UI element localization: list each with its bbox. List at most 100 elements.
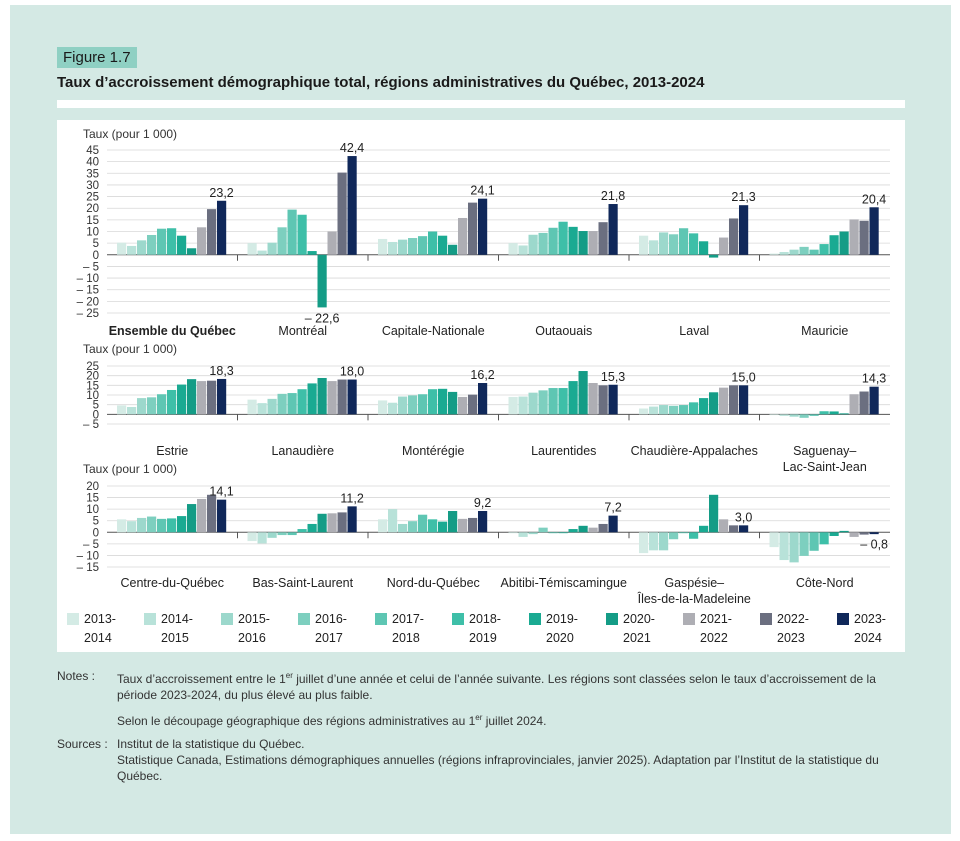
bar-2-6-4 (799, 414, 809, 418)
bar-1-2-7 (307, 251, 317, 255)
bar-1-1-9 (197, 227, 207, 255)
bar-2-6-1 (769, 414, 779, 416)
region-label: Nord-du-Québec (387, 576, 480, 590)
region-label: Capitale-Nationale (382, 324, 485, 338)
data-label-negative: – 22,6 (305, 311, 340, 325)
panel-1-tick-label: – 5 (83, 261, 99, 273)
legend-swatch-10 (760, 613, 772, 625)
bar-3-5-11 (739, 525, 749, 533)
region-label: Laval (679, 324, 709, 338)
region-label: Mauricie (801, 324, 848, 338)
legend-label: 2017 (315, 631, 343, 645)
note-1-sup: er (285, 671, 293, 680)
bar-2-1-7 (177, 384, 187, 415)
bar-3-4-1 (508, 532, 518, 534)
legend-label: 2023- (854, 612, 886, 626)
bar-2-5-5 (679, 405, 689, 415)
bar-3-3-7 (438, 521, 448, 533)
bar-3-1-5 (157, 518, 167, 533)
legend-label: 2016 (238, 631, 266, 645)
data-label: 3,0 (735, 510, 752, 524)
bar-2-1-4 (147, 397, 157, 415)
bar-1-1-11 (217, 200, 227, 255)
bar-3-5-10 (729, 525, 739, 533)
bar-1-3-2 (388, 241, 398, 255)
bar-1-1-4 (147, 234, 157, 255)
data-label: 18,3 (209, 364, 233, 378)
bar-1-2-1 (247, 243, 257, 255)
note-1-rest: juillet d’une année et celui de l’année … (117, 672, 876, 702)
note-1: Taux d’accroissement entre le 1er juille… (117, 668, 905, 703)
panel-3-tick-label: 5 (93, 516, 99, 528)
notes-block: Notes : Taux d’accroissement entre le 1e… (57, 668, 905, 729)
bar-1-1-1 (117, 242, 127, 255)
panel-1-tick-label: 40 (86, 157, 99, 169)
bar-2-5-9 (719, 387, 729, 415)
panel-1-tick-label: 30 (86, 180, 99, 192)
legend-swatch-8 (606, 613, 618, 625)
bar-2-6-3 (789, 414, 799, 417)
bar-2-3-8 (448, 391, 458, 415)
bar-3-2-8 (317, 513, 327, 533)
bar-1-4-5 (548, 227, 558, 255)
region-label: Montréal (278, 324, 327, 338)
bar-2-1-11 (217, 378, 227, 415)
bar-3-1-4 (147, 516, 157, 533)
data-label: 14,1 (209, 485, 233, 499)
bar-2-3-5 (418, 394, 428, 415)
legend-label: 2018- (469, 612, 501, 626)
notes-section: Notes : Taux d’accroissement entre le 1e… (57, 668, 905, 791)
bar-1-6-2 (779, 251, 789, 255)
bar-1-5-3 (659, 232, 669, 255)
bar-1-4-1 (508, 243, 518, 255)
bar-3-1-3 (137, 517, 147, 533)
bar-1-3-6 (428, 231, 438, 255)
bar-2-3-6 (428, 389, 438, 415)
panel-2-tick-label: 20 (86, 371, 99, 383)
bar-2-5-10 (729, 385, 739, 415)
region-label: Ensemble du Québec (109, 324, 236, 338)
bar-1-1-10 (207, 209, 217, 255)
bar-2-2-6 (297, 389, 307, 415)
legend-label: 2021- (700, 612, 732, 626)
bar-3-2-3 (267, 532, 277, 538)
bar-2-4-3 (528, 392, 538, 415)
bar-1-5-9 (719, 237, 729, 255)
panel-1-tick-label: – 25 (77, 308, 99, 320)
bar-1-2-10 (337, 172, 347, 255)
bar-2-1-5 (157, 394, 167, 415)
bar-2-3-2 (388, 402, 398, 415)
bar-1-6-5 (809, 249, 819, 255)
bar-1-6-3 (789, 249, 799, 255)
bar-2-4-8 (578, 371, 588, 415)
legend-label: 2018 (392, 631, 420, 645)
bar-3-1-1 (117, 519, 127, 533)
bar-2-1-2 (127, 406, 137, 415)
bar-2-6-9 (849, 394, 859, 415)
bar-1-1-6 (167, 228, 177, 255)
bar-2-2-2 (257, 403, 267, 415)
bar-3-3-9 (458, 518, 468, 533)
bar-1-3-3 (398, 239, 408, 255)
panel-1-ylabel: Taux (pour 1 000) (83, 127, 177, 141)
bar-1-3-1 (378, 238, 388, 255)
bar-1-6-6 (819, 244, 829, 255)
bar-3-1-11 (217, 499, 227, 533)
bar-2-2-10 (337, 379, 347, 415)
bar-2-6-11 (869, 386, 879, 415)
bar-2-4-11 (608, 384, 618, 415)
region-label: Bas-Saint-Laurent (252, 576, 353, 590)
legend-swatch-2 (144, 613, 156, 625)
bar-3-4-6 (558, 532, 568, 534)
region-label: Gaspésie– (664, 576, 724, 590)
bar-1-5-8 (709, 254, 719, 258)
bar-1-5-5 (679, 228, 689, 255)
bar-2-1-6 (167, 389, 177, 415)
panel-1-tick-label: 0 (93, 250, 99, 262)
bar-3-4-5 (548, 532, 558, 534)
bar-3-6-9 (849, 532, 859, 537)
bar-2-2-1 (247, 399, 257, 415)
legend-label: 2020 (546, 631, 574, 645)
bar-3-6-4 (799, 532, 809, 556)
